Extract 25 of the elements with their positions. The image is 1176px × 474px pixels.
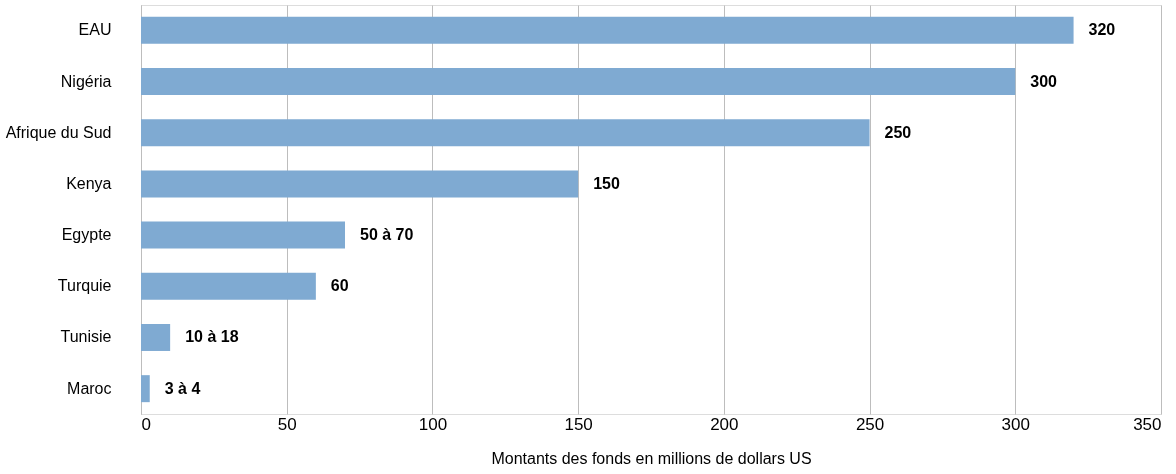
y-tick-label: Tunisie — [60, 328, 112, 346]
y-tick-label: EAU — [78, 21, 112, 39]
y-tick-label: Kenya — [66, 174, 112, 192]
x-tick-label: 250 — [855, 414, 885, 434]
data-label: 250 — [884, 123, 912, 141]
x-axis-title: Montants des fonds en millions de dollars US — [491, 449, 812, 467]
x-tick-label: 350 — [1133, 414, 1162, 434]
x-tick-label: 50 — [277, 414, 297, 434]
data-label: 320 — [1088, 21, 1116, 39]
data-label: 300 — [1030, 72, 1058, 90]
x-tick-label: 150 — [564, 414, 593, 434]
y-tick-label: Nigéria — [60, 72, 112, 90]
data-label: 150 — [593, 174, 620, 192]
y-tick-label: Egypte — [61, 226, 112, 244]
data-label: 3 à 4 — [164, 379, 201, 397]
x-tick-label: 300 — [1001, 414, 1030, 434]
x-tick-label: 100 — [418, 414, 448, 434]
y-tick-label: Afrique du Sud — [5, 123, 112, 141]
x-tick-label: 200 — [710, 414, 739, 434]
data-label: 10 à 18 — [185, 328, 239, 346]
data-label: 60 — [330, 277, 349, 295]
x-tick-label: 0 — [141, 414, 151, 434]
y-tick-label: Maroc — [67, 379, 112, 397]
data-label: 50 à 70 — [360, 226, 414, 244]
y-tick-label: Turquie — [57, 277, 112, 295]
